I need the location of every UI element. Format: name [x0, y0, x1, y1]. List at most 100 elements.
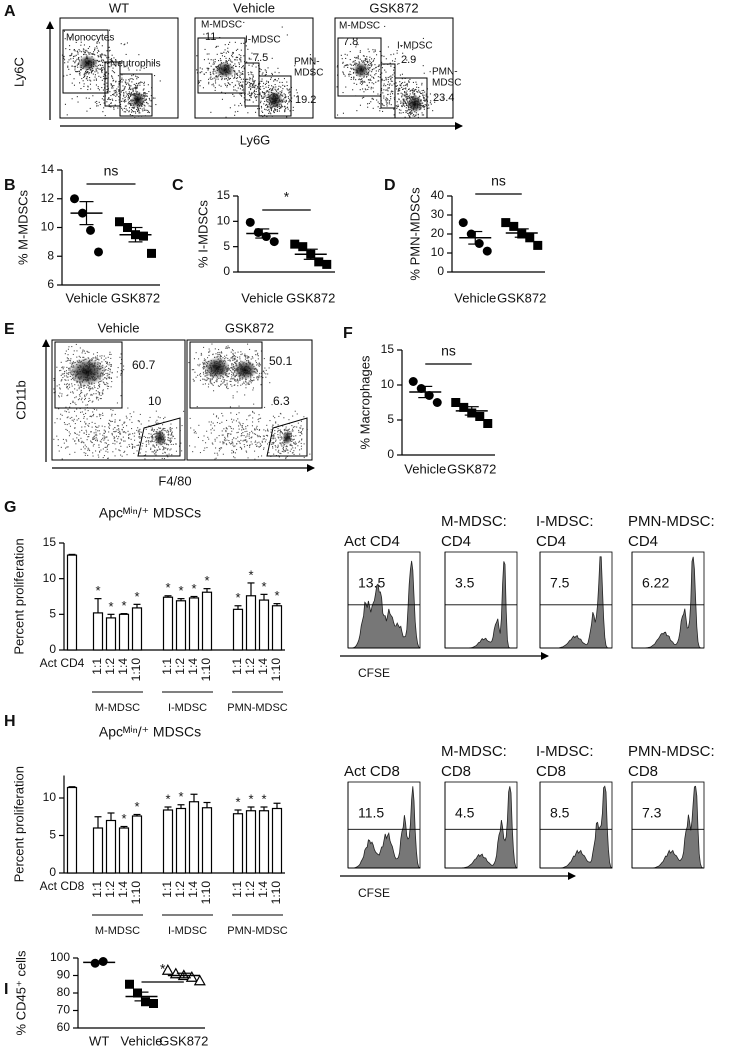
event-dot: [119, 431, 121, 433]
x-tick-label: GSK872: [497, 290, 546, 305]
event-dot: [130, 89, 132, 91]
event-dot: [406, 83, 408, 85]
event-dot: [129, 419, 131, 421]
event-dot: [123, 111, 125, 113]
event-dot: [254, 42, 256, 44]
event-dot: [112, 409, 114, 411]
event-dot: [255, 84, 257, 86]
event-dot: [279, 412, 281, 414]
event-dot: [348, 73, 350, 75]
event-dot: [100, 67, 102, 69]
event-dot: [237, 440, 239, 442]
event-dot: [263, 94, 265, 96]
event-dot: [240, 354, 242, 356]
event-dot: [137, 444, 139, 446]
event-dot: [84, 426, 86, 428]
event-dot: [111, 87, 113, 89]
event-dot: [140, 423, 142, 425]
y-tick-label: 100: [50, 950, 70, 964]
event-dot: [378, 64, 380, 66]
event-dot: [119, 459, 121, 461]
event-dot: [83, 416, 85, 418]
event-dot: [225, 427, 227, 429]
event-dot: [138, 432, 140, 434]
event-dot: [158, 448, 160, 450]
event-dot: [61, 395, 63, 397]
event-dot: [382, 92, 384, 94]
event-dot: [212, 384, 214, 386]
event-dot: [78, 49, 80, 51]
event-dot: [226, 428, 228, 430]
event-dot: [95, 436, 97, 438]
event-dot: [56, 418, 58, 420]
event-dot: [368, 79, 370, 81]
event-dot: [261, 441, 263, 443]
event-dot: [128, 91, 130, 93]
event-dot: [98, 101, 100, 103]
event-dot: [107, 388, 109, 390]
event-dot: [109, 369, 111, 371]
hist-value: 6.22: [642, 575, 669, 591]
event-dot: [106, 362, 108, 364]
x-tick-label: Vehicle: [66, 290, 108, 305]
event-dot: [103, 68, 105, 70]
event-dot: [107, 374, 109, 376]
event-dot: [131, 428, 133, 430]
event-dot: [214, 87, 216, 89]
event-dot: [206, 430, 208, 432]
event-dot: [253, 81, 255, 83]
event-dot: [196, 69, 198, 71]
event-dot: [98, 413, 100, 415]
event-dot: [279, 91, 281, 93]
event-dot: [402, 88, 404, 90]
event-dot: [60, 380, 62, 382]
event-dot: [87, 436, 89, 438]
event-dot: [128, 101, 130, 103]
event-dot: [282, 441, 284, 443]
event-dot: [256, 445, 258, 447]
event-dot: [267, 67, 269, 69]
event-dot: [406, 110, 408, 112]
event-dot: [115, 80, 117, 82]
event-dot: [371, 76, 373, 78]
event-dot: [154, 433, 156, 435]
event-dot: [221, 79, 223, 81]
event-dot: [101, 54, 103, 56]
event-dot: [214, 61, 216, 63]
event-dot: [112, 67, 114, 69]
event-dot: [97, 399, 99, 401]
event-dot: [212, 68, 214, 70]
event-dot: [69, 73, 71, 75]
event-dot: [301, 433, 303, 435]
event-dot: [284, 94, 286, 96]
event-dot: [104, 438, 106, 440]
panel-letter: E: [4, 321, 15, 338]
significance-label: *: [204, 573, 209, 588]
event-dot: [63, 75, 65, 77]
event-dot: [242, 440, 244, 442]
event-dot: [419, 91, 421, 93]
event-dot: [214, 452, 216, 454]
event-dot: [299, 440, 301, 442]
event-dot: [373, 83, 375, 85]
event-dot: [257, 376, 259, 378]
event-dot: [134, 117, 136, 119]
event-dot: [224, 384, 226, 386]
event-dot: [65, 411, 67, 413]
event-dot: [85, 73, 87, 75]
event-dot: [240, 94, 242, 96]
event-dot: [238, 83, 240, 85]
bar: [271, 605, 283, 651]
event-dot: [260, 102, 262, 104]
event-dot: [286, 107, 288, 109]
event-dot: [288, 101, 290, 103]
event-dot: [120, 372, 122, 374]
event-dot: [298, 429, 300, 431]
event-dot: [99, 64, 101, 66]
event-dot: [362, 81, 364, 83]
gate-label: Monocytes: [66, 33, 114, 44]
event-dot: [221, 77, 223, 79]
y-tick-label: 0: [223, 264, 230, 278]
event-dot: [120, 438, 122, 440]
event-dot: [102, 393, 104, 395]
